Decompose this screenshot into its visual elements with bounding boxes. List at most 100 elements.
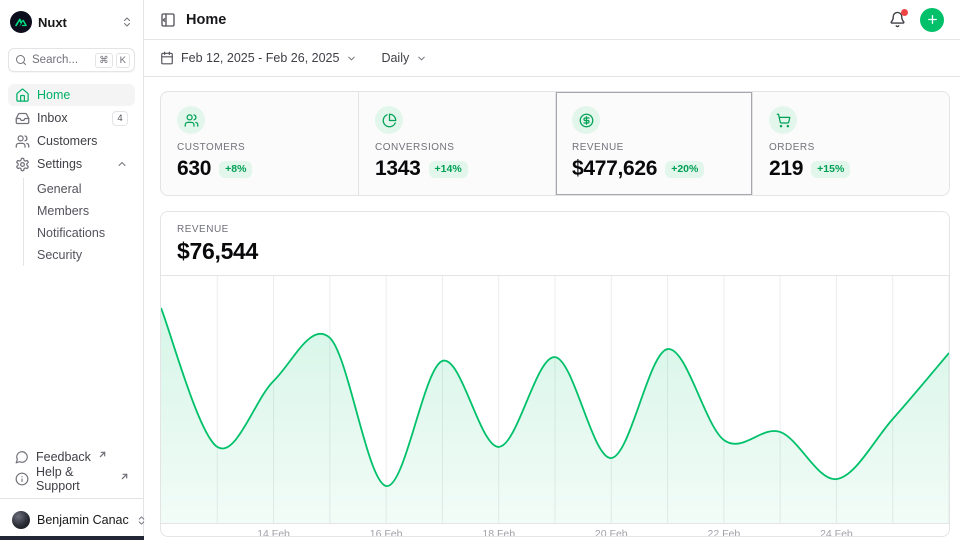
- sidebar-item-notifications[interactable]: Notifications: [37, 226, 106, 240]
- x-tick-label: 22 Feb: [707, 528, 741, 537]
- stat-card-customers[interactable]: CUSTOMERS 630 +8%: [161, 92, 358, 195]
- sidebar-item-general[interactable]: General: [37, 182, 82, 196]
- stat-value: 219: [769, 157, 804, 180]
- chat-bubble-icon: [15, 450, 29, 464]
- plus-icon: [927, 15, 937, 24]
- revenue-chart-plot: [161, 276, 949, 524]
- revenue-area-chart: [161, 276, 949, 524]
- x-tick-label: 18 Feb: [482, 528, 516, 537]
- pie-chart-icon: [375, 106, 403, 134]
- stat-delta-badge: +15%: [811, 160, 851, 178]
- sidebar-toggle-button[interactable]: [160, 12, 176, 28]
- chevron-up-icon: [116, 158, 128, 170]
- x-tick-label: 20 Feb: [594, 528, 628, 537]
- stat-label: REVENUE: [572, 142, 624, 153]
- x-tick-label: 14 Feb: [257, 528, 290, 537]
- users-icon: [177, 106, 205, 134]
- sidebar-spacer: [8, 266, 135, 447]
- inbox-icon: [15, 111, 30, 126]
- sidebar: Nuxt Search... ⌘ K Home: [0, 0, 144, 540]
- page-content: CUSTOMERS 630 +8% CONVERSIONS 1343 +14%: [144, 77, 960, 540]
- nuxt-logo-icon: [10, 11, 32, 33]
- external-link-icon: [99, 451, 106, 458]
- stats-row: CUSTOMERS 630 +8% CONVERSIONS 1343 +14%: [160, 91, 950, 196]
- sidebar-item-inbox[interactable]: Inbox 4: [8, 107, 135, 129]
- help-support-label: Help & Support: [36, 465, 80, 493]
- feedback-label: Feedback: [36, 450, 91, 464]
- sidebar-item-home[interactable]: Home: [8, 84, 135, 106]
- header-actions: [889, 7, 944, 32]
- stat-card-conversions[interactable]: CONVERSIONS 1343 +14%: [358, 92, 555, 195]
- chevron-down-icon: [346, 53, 357, 64]
- sidebar-footer: Feedback Help & Support Benjamin Canac: [0, 447, 144, 532]
- calendar-icon: [160, 51, 174, 65]
- user-menu[interactable]: Benjamin Canac: [8, 508, 144, 532]
- stat-delta-badge: +20%: [665, 160, 705, 178]
- add-button[interactable]: [920, 7, 944, 32]
- sidebar-item-members[interactable]: Members: [37, 204, 90, 218]
- sidebar-nav: Home Inbox 4 Customers Settings: [8, 84, 135, 266]
- x-tick-label: 16 Feb: [369, 528, 403, 537]
- chevrons-up-down-icon: [136, 515, 147, 526]
- chart-metric-value: $76,544: [177, 238, 259, 264]
- workspace-switcher[interactable]: Nuxt: [8, 10, 135, 34]
- sidebar-item-settings[interactable]: Settings: [8, 153, 135, 175]
- chevron-down-icon: [416, 53, 427, 64]
- circle-dollar-icon: [572, 106, 600, 134]
- granularity-select[interactable]: Daily: [381, 51, 427, 65]
- users-icon: [15, 134, 30, 149]
- stat-delta-badge: +8%: [219, 160, 253, 178]
- sidebar-divider: [0, 498, 143, 499]
- home-icon: [15, 88, 30, 103]
- info-icon: [15, 472, 29, 486]
- help-support-link[interactable]: Help & Support: [8, 465, 135, 493]
- revenue-chart-card: REVENUE $76,544 14 Feb: [160, 211, 950, 537]
- stat-card-orders[interactable]: ORDERS 219 +15%: [752, 92, 949, 195]
- search-input[interactable]: Search... ⌘ K: [8, 48, 135, 72]
- external-link-icon: [121, 473, 128, 480]
- search-placeholder: Search...: [32, 54, 79, 66]
- kbd-cmd: ⌘: [95, 52, 113, 68]
- stat-label: ORDERS: [769, 142, 815, 153]
- filters-toolbar: Feb 12, 2025 - Feb 26, 2025 Daily: [144, 40, 960, 77]
- stat-value: 1343: [375, 157, 421, 180]
- main-area: Home Feb 12, 2025 - Feb 26, 2025: [144, 0, 960, 540]
- search-shortcut: ⌘ K: [95, 52, 130, 68]
- page-header: Home: [144, 0, 960, 40]
- chevrons-up-down-icon: [121, 16, 133, 28]
- sidebar-item-label: Customers: [37, 134, 98, 148]
- bell-icon: [890, 11, 905, 28]
- sidebar-item-label: Home: [37, 88, 71, 102]
- granularity-value: Daily: [381, 51, 410, 65]
- stat-delta-badge: +14%: [428, 160, 468, 178]
- stat-card-revenue[interactable]: REVENUE $477,626 +20%: [555, 92, 752, 195]
- sidebar-item-label: Settings: [37, 157, 83, 171]
- stat-label: CUSTOMERS: [177, 142, 246, 153]
- stat-value: $477,626: [572, 157, 658, 180]
- page-title: Home: [186, 11, 227, 28]
- notifications-button[interactable]: [889, 9, 908, 28]
- cart-icon: [769, 106, 797, 134]
- date-range-picker[interactable]: Feb 12, 2025 - Feb 26, 2025: [160, 51, 357, 65]
- gear-icon: [15, 157, 30, 172]
- feedback-link[interactable]: Feedback: [8, 447, 135, 467]
- sidebar-item-security[interactable]: Security: [37, 248, 83, 262]
- sidebar-item-label: Inbox: [37, 111, 68, 125]
- chart-metric-label: REVENUE: [177, 224, 229, 235]
- avatar: [12, 511, 30, 529]
- date-range-value: Feb 12, 2025 - Feb 26, 2025: [181, 51, 340, 65]
- notification-dot: [901, 9, 908, 16]
- user-name: Benjamin Canac: [37, 513, 129, 527]
- search-icon: [15, 54, 27, 66]
- workspace-name: Nuxt: [38, 14, 67, 30]
- sidebar-item-customers[interactable]: Customers: [8, 130, 135, 152]
- kbd-k: K: [115, 52, 130, 68]
- x-tick-label: 24 Feb: [820, 528, 853, 537]
- chart-header: REVENUE $76,544: [161, 212, 949, 276]
- window-edge-strip: [0, 536, 144, 540]
- inbox-count-badge: 4: [112, 110, 128, 126]
- settings-sub-list: General Members Notifications Security: [23, 178, 135, 266]
- stat-value: 630: [177, 157, 212, 180]
- chart-x-axis: 14 Feb 16 Feb 18 Feb 20 Feb 22 Feb 24 Fe…: [161, 524, 949, 537]
